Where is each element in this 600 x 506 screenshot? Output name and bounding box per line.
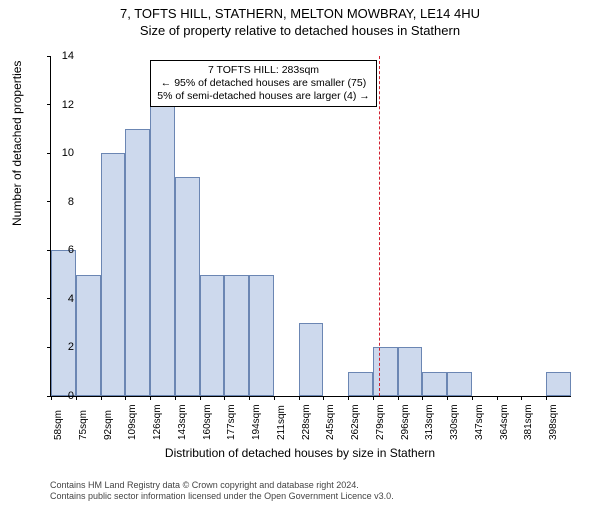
- xtick-label: 211sqm: [276, 405, 287, 440]
- xtick-mark: [546, 396, 547, 400]
- plot-region: 7 TOFTS HILL: 283sqm← 95% of detached ho…: [50, 56, 571, 397]
- chart-container: 7, TOFTS HILL, STATHERN, MELTON MOWBRAY,…: [0, 6, 600, 506]
- histogram-bar: [200, 275, 225, 396]
- xtick-label: 347sqm: [474, 404, 485, 440]
- xtick-mark: [101, 396, 102, 400]
- xtick-mark: [51, 396, 52, 400]
- xtick-label: 126sqm: [152, 404, 163, 440]
- xtick-mark: [348, 396, 349, 400]
- xtick-label: 58sqm: [53, 410, 64, 440]
- xtick-mark: [175, 396, 176, 400]
- marker-line: [379, 56, 380, 396]
- histogram-bar: [299, 323, 324, 396]
- annotation-line-3: 5% of semi-detached houses are larger (4…: [157, 90, 369, 103]
- title-sub: Size of property relative to detached ho…: [0, 23, 600, 38]
- xtick-mark: [274, 396, 275, 400]
- xtick-mark: [200, 396, 201, 400]
- xtick-label: 75sqm: [78, 410, 89, 440]
- histogram-bar: [101, 153, 126, 396]
- xtick-label: 194sqm: [251, 404, 262, 440]
- xtick-mark: [249, 396, 250, 400]
- xtick-mark: [323, 396, 324, 400]
- histogram-bar: [373, 347, 398, 396]
- histogram-bar: [175, 177, 200, 396]
- xtick-label: 177sqm: [226, 404, 237, 440]
- xtick-mark: [373, 396, 374, 400]
- histogram-bar: [51, 250, 76, 396]
- xtick-label: 364sqm: [499, 404, 510, 440]
- xtick-mark: [447, 396, 448, 400]
- xtick-mark: [422, 396, 423, 400]
- yaxis-title: Number of detached properties: [10, 61, 24, 226]
- xtick-label: 228sqm: [301, 404, 312, 440]
- xtick-mark: [497, 396, 498, 400]
- ytick-label: 6: [54, 244, 74, 256]
- ytick-label: 14: [54, 50, 74, 62]
- histogram-bar: [422, 372, 447, 396]
- annotation-line-1: 7 TOFTS HILL: 283sqm: [157, 64, 369, 77]
- ytick-mark: [47, 201, 51, 202]
- ytick-label: 10: [54, 147, 74, 159]
- ytick-label: 8: [54, 196, 74, 208]
- xtick-label: 245sqm: [325, 404, 336, 440]
- title-main: 7, TOFTS HILL, STATHERN, MELTON MOWBRAY,…: [0, 6, 600, 21]
- histogram-bar: [125, 129, 150, 396]
- xtick-label: 398sqm: [548, 404, 559, 440]
- histogram-bar: [398, 347, 423, 396]
- histogram-bar: [76, 275, 101, 396]
- ytick-label: 12: [54, 99, 74, 111]
- xtick-label: 381sqm: [523, 404, 534, 440]
- xtick-mark: [299, 396, 300, 400]
- xtick-label: 279sqm: [375, 404, 386, 440]
- xtick-label: 160sqm: [202, 404, 213, 440]
- annotation-line-2: ← 95% of detached houses are smaller (75…: [157, 77, 369, 90]
- ytick-label: 4: [54, 293, 74, 305]
- ytick-mark: [47, 153, 51, 154]
- ytick-mark: [47, 104, 51, 105]
- histogram-bar: [249, 275, 274, 396]
- xtick-mark: [472, 396, 473, 400]
- histogram-bar: [447, 372, 472, 396]
- xtick-label: 143sqm: [177, 404, 188, 440]
- xtick-mark: [76, 396, 77, 400]
- xtick-label: 330sqm: [449, 404, 460, 440]
- xtick-label: 109sqm: [127, 404, 138, 440]
- histogram-bar: [546, 372, 571, 396]
- annotation-box: 7 TOFTS HILL: 283sqm← 95% of detached ho…: [150, 60, 376, 107]
- xtick-mark: [150, 396, 151, 400]
- xtick-label: 262sqm: [350, 404, 361, 440]
- ytick-label: 0: [54, 390, 74, 402]
- xaxis-title: Distribution of detached houses by size …: [0, 446, 600, 460]
- ytick-mark: [47, 56, 51, 57]
- histogram-bar: [150, 105, 175, 396]
- chart-area: 7 TOFTS HILL: 283sqm← 95% of detached ho…: [50, 56, 570, 396]
- ytick-label: 2: [54, 341, 74, 353]
- xtick-label: 296sqm: [400, 404, 411, 440]
- histogram-bar: [348, 372, 373, 396]
- xtick-label: 92sqm: [103, 410, 114, 440]
- footer-line-1: Contains HM Land Registry data © Crown c…: [50, 480, 394, 491]
- xtick-mark: [398, 396, 399, 400]
- footer: Contains HM Land Registry data © Crown c…: [50, 480, 394, 502]
- xtick-mark: [125, 396, 126, 400]
- xtick-mark: [521, 396, 522, 400]
- footer-line-2: Contains public sector information licen…: [50, 491, 394, 502]
- histogram-bar: [224, 275, 249, 396]
- xtick-mark: [224, 396, 225, 400]
- xtick-label: 313sqm: [424, 404, 435, 440]
